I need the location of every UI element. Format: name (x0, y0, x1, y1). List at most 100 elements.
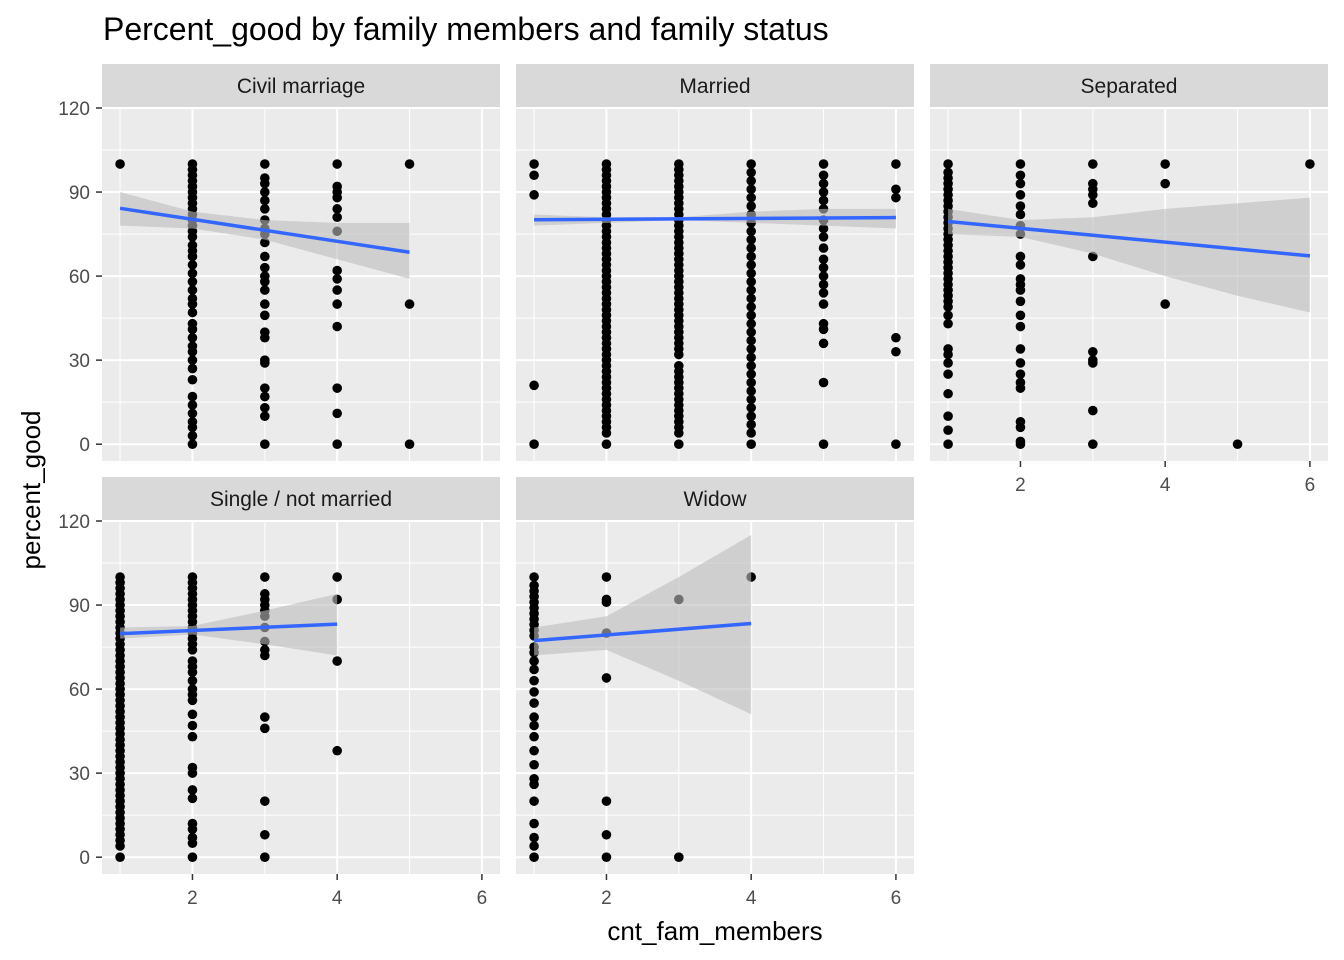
data-point (260, 402, 270, 413)
data-point (332, 408, 342, 419)
trend-line (120, 622, 338, 636)
x-tick-label: 2 (601, 888, 612, 909)
data-point (818, 178, 829, 189)
data-point (1088, 358, 1098, 368)
y-tick-label: 60 (69, 680, 90, 701)
data-point (529, 159, 539, 169)
data-point (260, 796, 270, 806)
data-point (674, 852, 684, 862)
data-point (529, 712, 539, 722)
data-point (746, 386, 756, 396)
data-point (187, 667, 198, 678)
data-point (260, 712, 270, 722)
data-point (187, 439, 198, 449)
data-point (818, 262, 829, 273)
data-point (529, 841, 539, 851)
data-point (260, 204, 270, 214)
data-point (818, 288, 829, 298)
data-point (818, 243, 829, 253)
data-point (891, 184, 901, 195)
data-point (891, 346, 901, 357)
data-point (332, 274, 342, 284)
data-point (818, 195, 829, 206)
x-axis-title: cnt_fam_members (607, 916, 822, 946)
data-point (746, 394, 756, 405)
data-point (187, 645, 198, 655)
data-point (746, 318, 756, 329)
panel-background (102, 521, 500, 874)
data-point (529, 439, 539, 449)
data-point (1088, 198, 1098, 209)
data-point (1015, 422, 1026, 433)
data-point (404, 159, 415, 169)
data-point (746, 201, 756, 211)
data-point (187, 346, 198, 357)
data-point (260, 411, 270, 421)
data-point (260, 187, 270, 197)
data-point (332, 321, 342, 332)
data-point (260, 723, 270, 734)
facet-strip (930, 64, 1328, 108)
data-point (1015, 251, 1026, 262)
data-point (260, 332, 270, 343)
data-point (260, 262, 270, 273)
trend-line (533, 621, 752, 643)
data-point (746, 159, 756, 169)
data-point (1088, 346, 1098, 357)
data-point (260, 159, 270, 169)
data-point (746, 293, 756, 304)
data-point (1088, 159, 1098, 169)
data-point (1160, 159, 1170, 169)
data-point (818, 159, 829, 169)
data-point (943, 388, 953, 399)
data-point (746, 184, 756, 195)
x-tick-label: 6 (477, 888, 488, 909)
data-point (529, 190, 539, 200)
data-point (818, 338, 829, 349)
data-point (187, 720, 198, 731)
facet-strip (102, 64, 500, 108)
data-point (260, 310, 270, 321)
data-point (601, 829, 612, 840)
data-point (260, 852, 270, 862)
data-point (943, 302, 953, 312)
y-tick-label: 30 (69, 764, 90, 785)
data-point (601, 852, 612, 862)
data-point (404, 299, 415, 309)
data-point (529, 779, 539, 790)
data-point (332, 285, 342, 295)
data-point (260, 439, 270, 449)
data-point (529, 852, 539, 862)
y-tick-label: 0 (79, 435, 90, 456)
data-point (529, 170, 539, 181)
facet-panel: Separated 2 4 6 (930, 64, 1328, 496)
data-point (187, 785, 198, 795)
facet-strip-label: Separated (1081, 75, 1178, 98)
data-point (818, 254, 829, 265)
data-point (746, 369, 756, 379)
data-point (1015, 310, 1026, 321)
data-point (1015, 358, 1026, 368)
data-point (1232, 439, 1243, 449)
trend-line (119, 206, 410, 255)
data-point (818, 170, 829, 181)
data-point (529, 698, 539, 708)
data-point (746, 285, 756, 295)
panel-background (516, 108, 914, 461)
data-point (746, 302, 756, 312)
data-point (746, 167, 756, 178)
data-point (818, 279, 829, 290)
trend-line (534, 215, 896, 222)
data-point (332, 159, 342, 169)
data-point (187, 852, 198, 862)
data-point (187, 355, 198, 365)
data-point (746, 352, 756, 363)
data-point (1088, 190, 1098, 200)
data-point (187, 232, 198, 242)
data-point (332, 204, 342, 214)
data-point (332, 656, 342, 666)
data-point (187, 363, 198, 374)
confidence-band (948, 197, 1310, 313)
